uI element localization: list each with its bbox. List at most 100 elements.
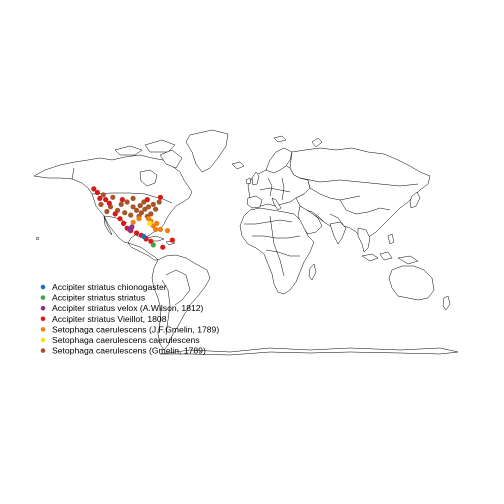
landmass-great-britain [251, 171, 260, 186]
landmass-asia [289, 147, 431, 239]
occurrence-point [150, 201, 156, 207]
landmass-baffin [159, 149, 183, 169]
legend-key [40, 337, 46, 343]
occurrence-point [154, 220, 160, 226]
border-alaska [71, 167, 75, 180]
landmass-scandinavia [265, 147, 293, 174]
occurrence-point [145, 204, 152, 210]
landmass-philippines [387, 233, 395, 245]
occurrence-point [141, 233, 147, 240]
legend-key [40, 295, 46, 300]
occurrence-point [130, 204, 136, 210]
occurrence-point [160, 244, 166, 250]
occurrence-point [124, 199, 130, 205]
occurrence-point [120, 220, 127, 226]
occurrence-point [112, 211, 118, 217]
landmass-iberia [246, 195, 263, 209]
legend-key [40, 284, 46, 290]
legend-key [40, 348, 46, 353]
border-africa-2 [252, 235, 301, 239]
landmass-arctic-islands-1 [114, 145, 143, 156]
occurrence-point [164, 228, 171, 234]
legend-label: Setophaga caerulescens caerulescens [52, 335, 200, 345]
landmass-japan [409, 191, 421, 209]
legend-label: Accipiter striatus chionogaster [52, 282, 167, 292]
border-europe-1 [259, 187, 291, 193]
border-africa-3 [265, 249, 300, 257]
occurrence-point [144, 197, 150, 203]
occurrence-point [94, 189, 100, 196]
legend-label: Setophaga caerulescens (Gmelin, 1789) [52, 346, 206, 356]
occurrence-point [136, 216, 142, 222]
border-india [329, 213, 345, 227]
border-europe-3 [281, 177, 285, 201]
landmass-novaya-zemlya [311, 137, 323, 148]
occurrence-point [106, 200, 112, 206]
occurrence-points [91, 186, 175, 250]
occurrence-point [169, 237, 175, 243]
occurrence-point [147, 220, 153, 226]
border-andes [161, 279, 171, 336]
landmass-indochina [357, 227, 371, 253]
border-china [339, 199, 391, 215]
occurrence-point [103, 197, 109, 203]
occurrence-point [128, 212, 134, 218]
landmass-iceland [231, 161, 245, 170]
legend: Accipiter striatus chionogasterAccipiter… [40, 282, 219, 356]
hudson-bay [139, 169, 158, 187]
landmass-indonesia-2 [379, 251, 393, 261]
legend-label: Accipiter striatus velox (A.Wilson, 1812… [52, 303, 204, 313]
occurrence-point [130, 195, 136, 201]
legend-key [40, 305, 46, 311]
border-central-asia [309, 187, 361, 201]
landmass-svalbard [273, 135, 287, 143]
occurrence-point [153, 206, 159, 212]
landmass-greenland [185, 129, 229, 173]
occurrence-point [117, 216, 123, 222]
occurrence-point [134, 230, 140, 236]
occurrence-point [110, 194, 116, 200]
border-africa-4 [269, 215, 285, 277]
legend-label: Setophaga caerulescens (J.F.Gmelin, 1789… [52, 324, 219, 334]
occurrence-point [98, 201, 104, 207]
occurrence-point [129, 224, 135, 230]
landmass-baja [103, 215, 113, 236]
occurrence-point [119, 197, 125, 203]
occurrence-point [137, 203, 143, 209]
landmass-africa [239, 207, 315, 295]
occurrence-point [91, 186, 97, 192]
occurrence-point [134, 207, 140, 213]
occurrence-point [157, 226, 163, 232]
legend-key [40, 327, 46, 332]
landmass-south-america [151, 254, 211, 351]
landmass-ireland [245, 177, 252, 185]
occurrence-point [100, 192, 106, 198]
legend-key [40, 316, 46, 322]
landmass-indonesia-1 [361, 253, 379, 262]
occurrence-point [156, 199, 162, 205]
landmass-hawaii [35, 236, 40, 241]
landmass-india [329, 221, 347, 245]
occurrence-point [150, 242, 156, 248]
border-us-canada [91, 192, 173, 204]
occurrence-point [130, 219, 136, 225]
occurrence-point [145, 216, 152, 222]
occurrence-point [118, 201, 124, 207]
border-brazil [165, 269, 191, 306]
border-russia [299, 177, 419, 187]
border-africa-1 [244, 219, 293, 225]
landmass-antarctica [159, 347, 459, 356]
legend-label: Accipiter striatus striatus [52, 293, 145, 303]
legend-label: Accipiter striatus Vieillot, 1808 [52, 314, 167, 324]
occurrence-point [153, 226, 159, 232]
occurrence-point [122, 210, 128, 216]
landmass-new-guinea [397, 255, 419, 265]
occurrence-point [157, 194, 163, 200]
landmass-italy [271, 197, 282, 211]
occurrence-point [104, 208, 110, 215]
border-europe-2 [267, 177, 273, 197]
landmass-arctic-islands-2 [144, 139, 176, 153]
occurrence-point [97, 195, 103, 201]
